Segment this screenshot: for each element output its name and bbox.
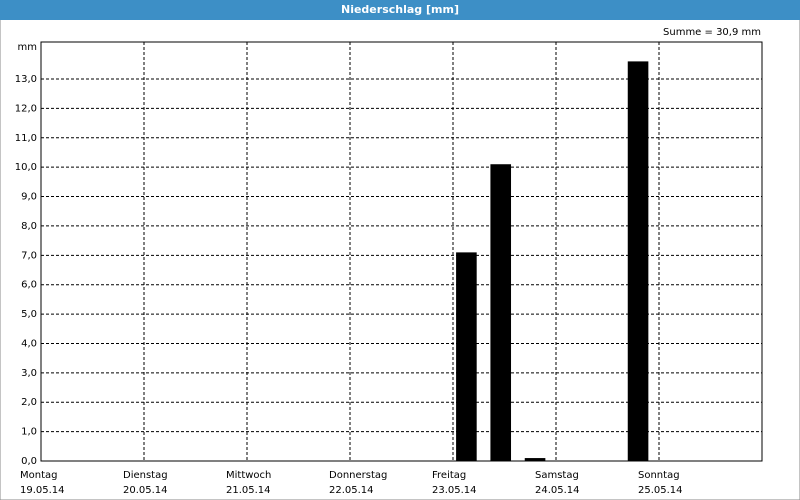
x-tick-label: Samstag: [535, 470, 579, 481]
x-tick-date: 24.05.14: [535, 485, 580, 496]
bar: [627, 61, 649, 462]
x-tick-date: 25.05.14: [638, 485, 683, 496]
x-tick-date: 20.05.14: [123, 485, 168, 496]
annotation: Summe = 30,9 mm: [663, 27, 761, 38]
y-tick-label: 13,0: [15, 74, 37, 85]
x-tick-label: Mittwoch: [226, 470, 271, 481]
y-tick-label: 7,0: [21, 250, 37, 261]
x-tick-date: 21.05.14: [226, 485, 271, 496]
x-tick-label: Montag: [20, 470, 57, 481]
y-tick-label: 4,0: [21, 338, 37, 349]
y-tick-label: 5,0: [21, 309, 37, 320]
y-tick-label: 1,0: [21, 427, 37, 438]
y-tick-label: 6,0: [21, 280, 37, 291]
y-tick-label: 12,0: [15, 103, 37, 114]
y-axis-label: mm: [18, 42, 37, 53]
y-tick-label: 8,0: [21, 221, 37, 232]
x-tick-label: Freitag: [432, 470, 466, 481]
bar: [524, 458, 546, 461]
x-tick-date: 19.05.14: [20, 485, 65, 496]
bar: [456, 252, 477, 461]
y-tick-label: 0,0: [21, 456, 37, 467]
y-tick-label: 9,0: [21, 192, 37, 203]
x-tick-date: 23.05.14: [432, 485, 477, 496]
y-tick-label: 2,0: [21, 397, 37, 408]
x-tick-label: Donnerstag: [329, 470, 387, 481]
bar: [490, 164, 512, 461]
y-tick-label: 10,0: [15, 162, 37, 173]
y-tick-label: 11,0: [15, 133, 37, 144]
chart-title: Niederschlag [mm]: [341, 3, 459, 16]
x-tick-label: Sonntag: [638, 470, 680, 481]
y-tick-label: 3,0: [21, 368, 37, 379]
title-bar: [0, 0, 800, 20]
x-tick-date: 22.05.14: [329, 485, 374, 496]
x-tick-label: Dienstag: [123, 470, 168, 481]
